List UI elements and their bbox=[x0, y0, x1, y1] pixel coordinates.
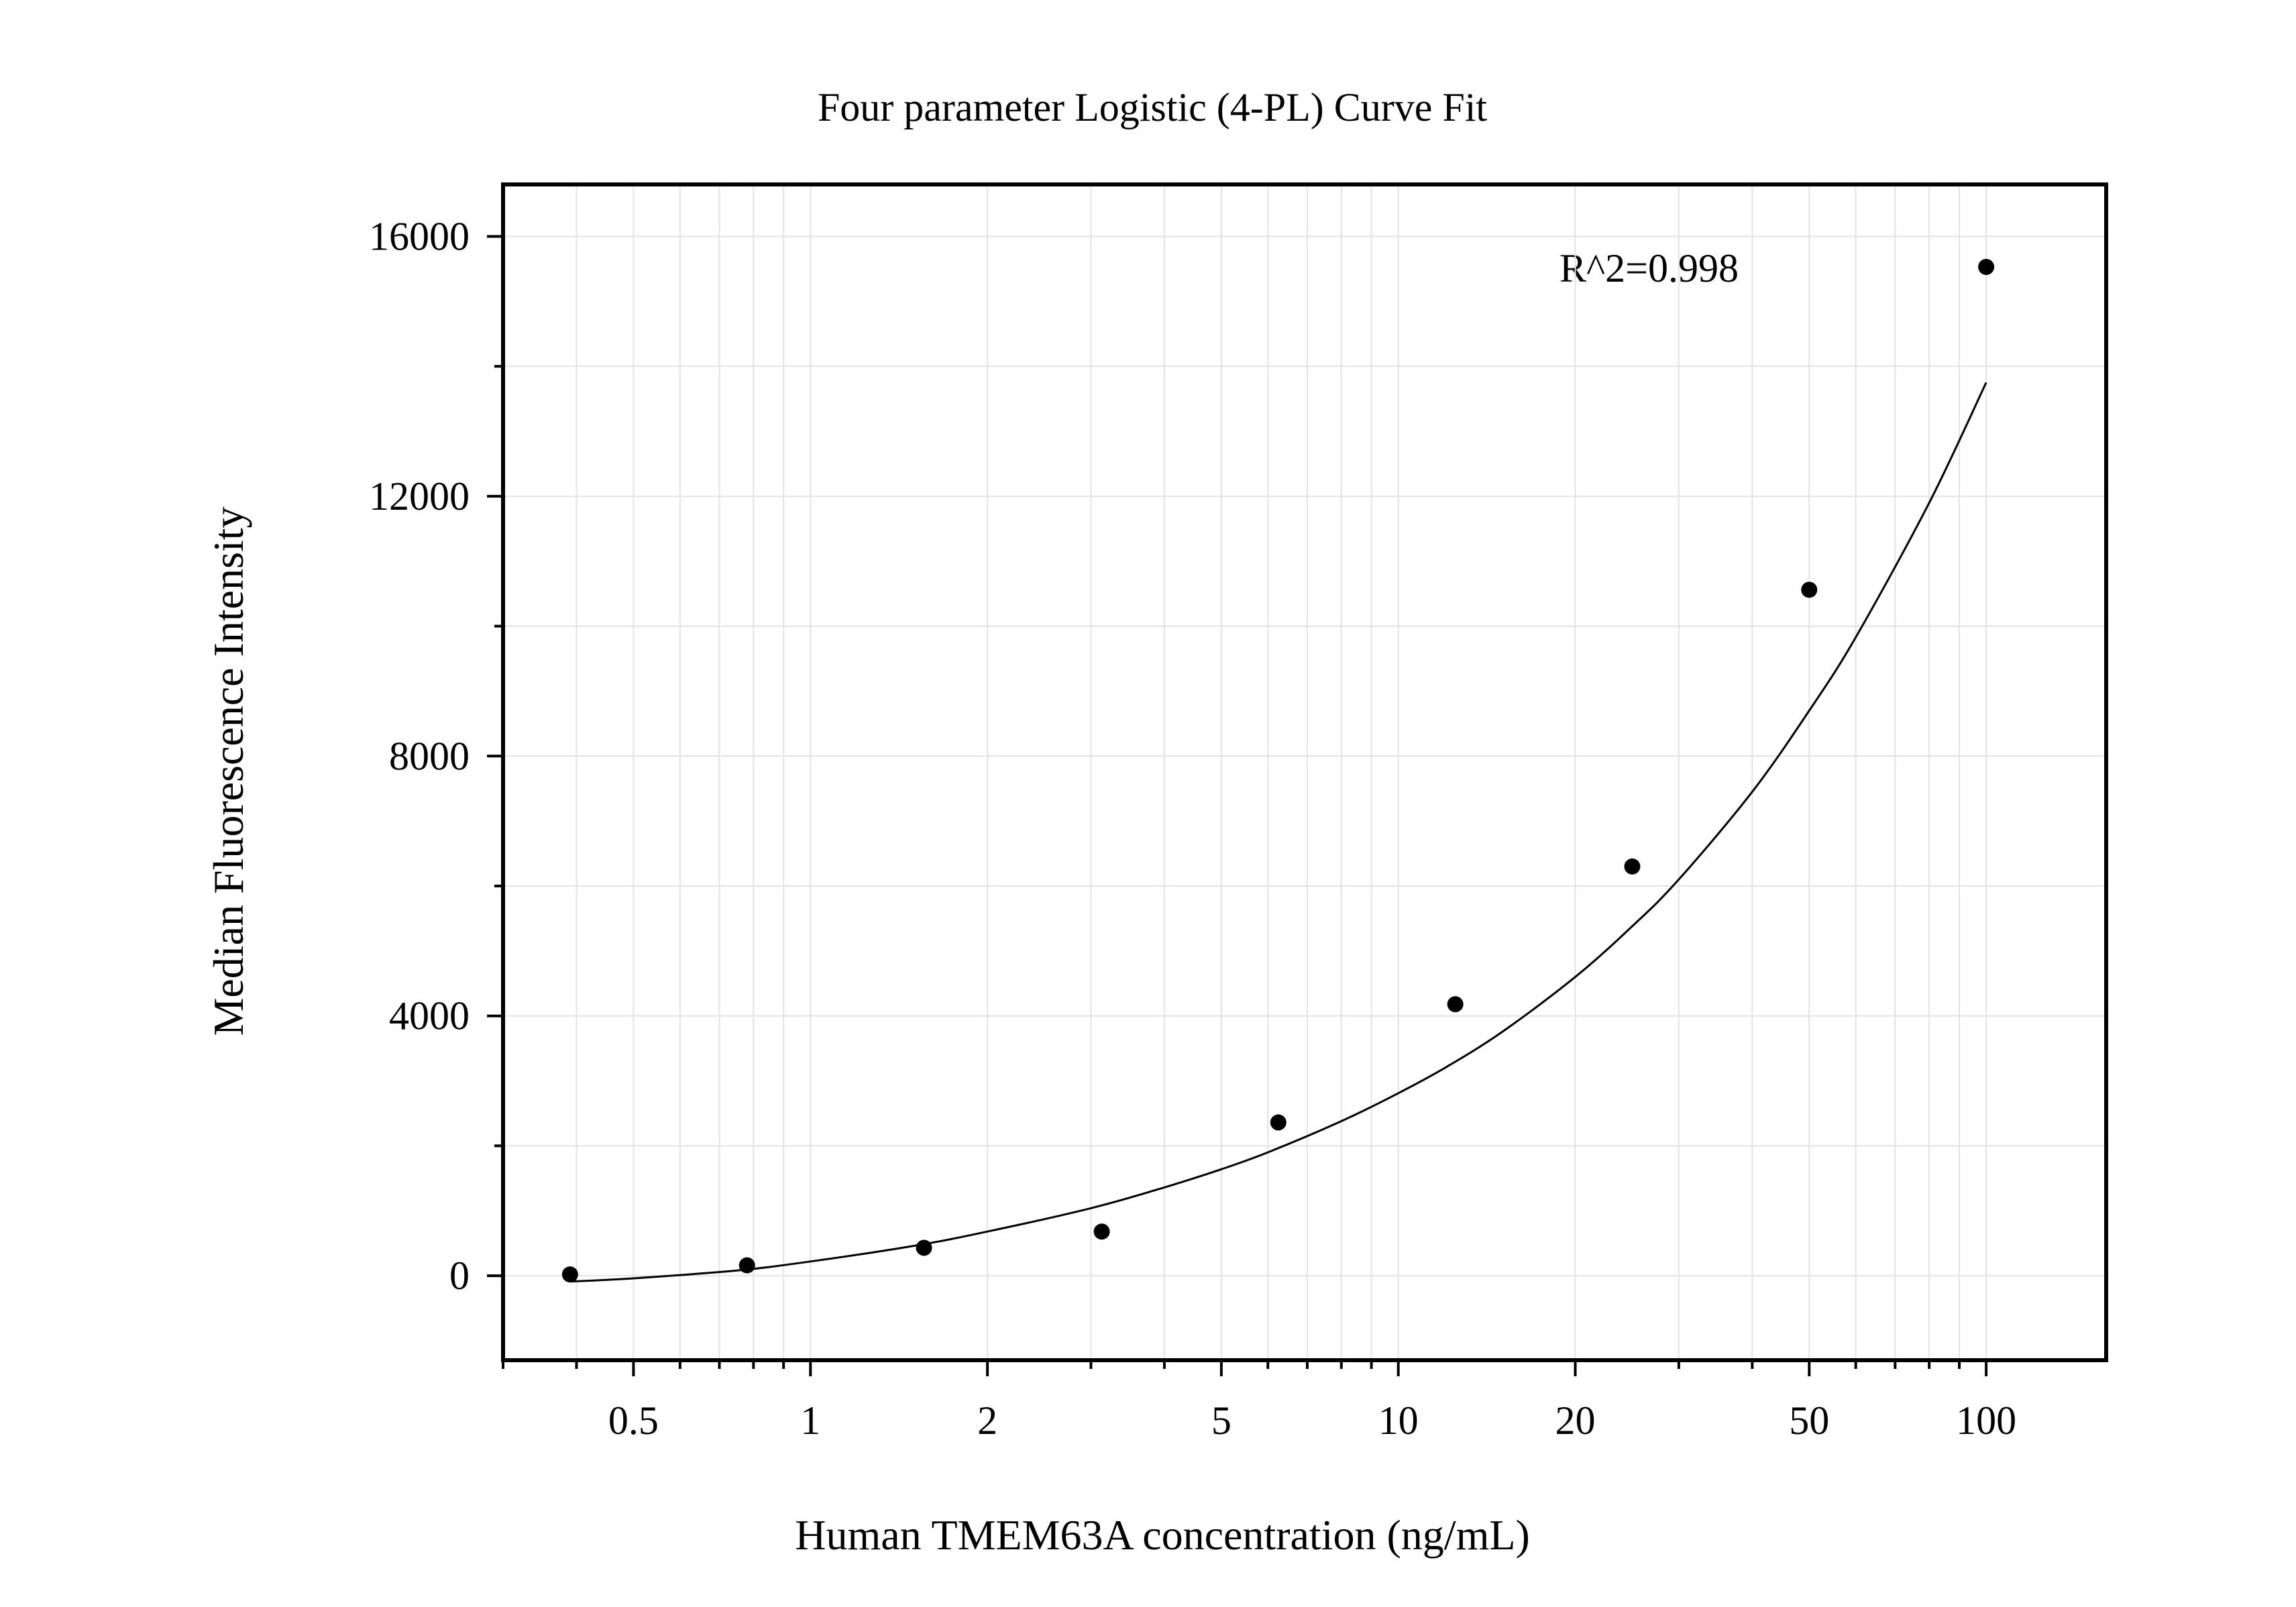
data-point bbox=[1801, 581, 1818, 598]
x-tick-label: 100 bbox=[1956, 1398, 2016, 1443]
x-tick-label: 0.5 bbox=[608, 1398, 659, 1443]
data-point bbox=[1447, 996, 1464, 1013]
axis-ticks bbox=[487, 235, 1988, 1376]
tick-labels: 0.5 1 2 5 10 20 50 100 0 4000 8000 12000 16000 bbox=[369, 214, 2016, 1443]
plot-frame bbox=[501, 182, 2108, 1362]
y-tick-label: 12000 bbox=[369, 474, 470, 518]
data-point bbox=[1624, 858, 1641, 875]
x-axis-label: Human TMEM63A concentration (ng/mL) bbox=[795, 1511, 1530, 1559]
chart-title: Four parameter Logistic (4-PL) Curve Fit bbox=[818, 85, 1487, 129]
y-tick-label: 16000 bbox=[369, 214, 470, 258]
fit-curve bbox=[569, 382, 1987, 1283]
x-tick-label: 20 bbox=[1555, 1398, 1596, 1443]
r-squared-annotation: R^2=0.998 bbox=[1560, 246, 1739, 290]
x-tick-label: 5 bbox=[1211, 1398, 1232, 1443]
data-point bbox=[561, 1266, 578, 1283]
x-tick-label: 50 bbox=[1789, 1398, 1829, 1443]
data-points bbox=[561, 259, 1995, 1283]
data-point bbox=[1978, 259, 1995, 276]
y-tick-label: 8000 bbox=[389, 734, 470, 778]
grid bbox=[502, 184, 2106, 1360]
x-tick-label: 1 bbox=[800, 1398, 820, 1443]
x-tick-label: 2 bbox=[977, 1398, 997, 1443]
x-tick-label: 10 bbox=[1378, 1398, 1419, 1443]
y-axis-label: Median Fluorescence Intensity bbox=[205, 506, 252, 1036]
data-point bbox=[916, 1239, 932, 1256]
y-tick-label: 0 bbox=[449, 1254, 470, 1298]
data-point bbox=[1093, 1223, 1110, 1240]
data-point bbox=[1270, 1114, 1287, 1131]
y-tick-label: 4000 bbox=[389, 994, 470, 1038]
fit-curve-layer bbox=[569, 382, 1987, 1283]
data-point bbox=[739, 1257, 755, 1274]
